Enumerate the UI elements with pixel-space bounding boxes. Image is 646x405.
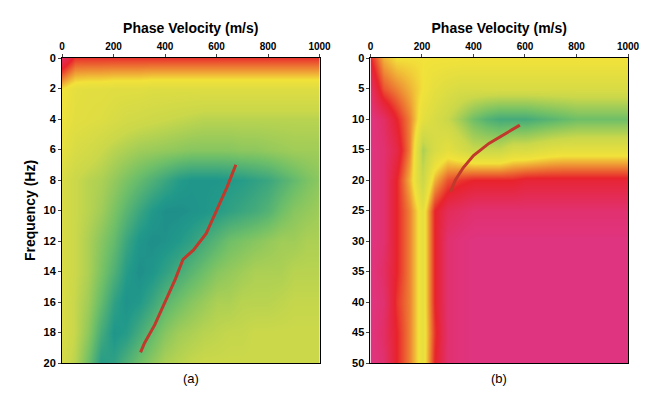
svg-text:800: 800: [568, 41, 585, 52]
svg-text:600: 600: [208, 41, 225, 52]
svg-text:600: 600: [517, 41, 534, 52]
svg-text:4: 4: [50, 113, 57, 125]
svg-text:30: 30: [352, 235, 364, 247]
svg-text:50: 50: [352, 357, 364, 369]
svg-text:0: 0: [50, 52, 56, 64]
svg-text:20: 20: [44, 357, 56, 369]
svg-text:200: 200: [414, 41, 431, 52]
svg-text:(a): (a): [183, 371, 199, 386]
svg-text:14: 14: [44, 265, 57, 277]
svg-text:18: 18: [44, 326, 56, 338]
svg-text:5: 5: [358, 82, 364, 94]
svg-text:40: 40: [352, 296, 364, 308]
svg-text:400: 400: [465, 41, 482, 52]
svg-text:15: 15: [352, 143, 364, 155]
svg-text:800: 800: [260, 41, 277, 52]
svg-text:0: 0: [358, 52, 364, 64]
svg-text:(b): (b): [491, 371, 507, 386]
svg-text:8: 8: [50, 174, 56, 186]
svg-text:400: 400: [157, 41, 174, 52]
svg-text:0: 0: [59, 41, 65, 52]
svg-text:Phase Velocity (m/s): Phase Velocity (m/s): [432, 20, 567, 36]
svg-text:10: 10: [44, 204, 56, 216]
svg-text:35: 35: [352, 265, 364, 277]
svg-text:16: 16: [44, 296, 56, 308]
svg-text:1000: 1000: [617, 41, 640, 52]
svg-text:200: 200: [105, 41, 122, 52]
svg-text:12: 12: [44, 235, 56, 247]
svg-text:25: 25: [352, 204, 364, 216]
svg-text:Frequency (Hz): Frequency (Hz): [22, 160, 38, 261]
svg-text:45: 45: [352, 326, 364, 338]
svg-text:1000: 1000: [308, 41, 331, 52]
svg-text:10: 10: [352, 113, 364, 125]
svg-text:6: 6: [50, 143, 56, 155]
svg-text:0: 0: [368, 41, 374, 52]
svg-text:Phase Velocity (m/s): Phase Velocity (m/s): [123, 20, 258, 36]
svg-text:2: 2: [50, 82, 56, 94]
svg-text:20: 20: [352, 174, 364, 186]
